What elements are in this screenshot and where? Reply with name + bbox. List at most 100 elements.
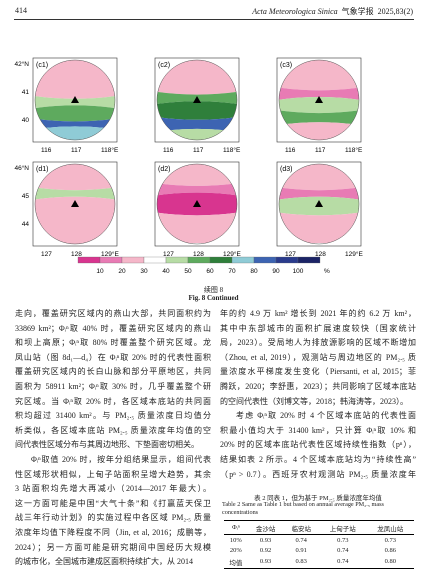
caption-cn: 续图 8 <box>203 286 224 294</box>
panel-label: (d1) <box>36 166 48 173</box>
table-cell: 0.74 <box>337 546 349 554</box>
panel-label: (d3) <box>280 166 292 173</box>
colorbar-label: 10 <box>96 268 104 275</box>
domain-circle <box>34 59 116 141</box>
table-header-cell: 龙凤山站 <box>377 525 404 533</box>
header-rule <box>14 19 414 20</box>
colorbar-segment <box>77 256 101 264</box>
table-cell: 0.93 <box>259 536 272 544</box>
text-line: 其中中东部城市的面积扩展速度较快（国家统计 <box>220 323 416 333</box>
y-tick-label: 41 <box>22 89 30 96</box>
text-line: 析类似，各区域本底站 PM₂.₅ 质量浓度年均值的空 <box>15 425 211 435</box>
text-line: 量浓度水平梯度发生变化（Piersanti, et al, 2015；菲 <box>220 367 416 377</box>
map-region <box>157 128 237 140</box>
table-row: 10% 0.93 0.74 0.73 0.73 <box>224 535 414 546</box>
map-region <box>157 212 237 244</box>
text-line: 3 站面积均先增大再减小（2014—2017 年最大）。 <box>15 484 211 494</box>
text-line: 33869 km²；Φᵢⁿ取 40% 时，覆盖研究区域内的燕山 <box>15 323 211 333</box>
table-row: 20% 0.92 0.91 0.74 0.86 <box>224 545 414 555</box>
text-line: 和坝上高原；Φᵢⁿ取 80% 时覆盖整个研究区域。龙 <box>15 338 211 348</box>
x-tick-label: 118°E <box>223 146 241 154</box>
colorbar-segment <box>165 256 189 264</box>
text-line: 的城市化，全国城市建成区面积持续扩大，从 2014 <box>15 557 193 567</box>
colorbar-label: 20 <box>118 268 126 275</box>
colorbar-label: 70 <box>228 268 236 275</box>
colorbar-label: 50 <box>184 268 192 275</box>
text-line: 考虑 Φᵢⁿ取 20% 时 4 个区域本底站的代表性面 <box>236 411 416 421</box>
y-tick-label: 45 <box>22 193 30 200</box>
table-cell: 0.86 <box>384 546 396 554</box>
x-tick-label: 118°E <box>101 146 119 154</box>
caption-en: Fig. 8 Continued <box>188 294 239 302</box>
domain-circle <box>156 163 238 245</box>
colorbar-segment <box>121 256 145 264</box>
text-line: 2024）；另一方面可能是研究期间中国经历大规模 <box>15 542 211 552</box>
x-tick-label: 127 <box>41 251 52 258</box>
table-cell: 0.74 <box>337 558 349 565</box>
map <box>35 164 115 244</box>
colorbar-label: 100 <box>293 268 304 275</box>
map-region <box>35 196 115 244</box>
map-region <box>35 118 115 130</box>
domain-circle <box>156 59 238 141</box>
colorbar-segment <box>275 256 299 264</box>
table-title-cn: 表 2 同表 1，但为基于 PM₂.₅ 质量浓度年均值 <box>254 495 382 502</box>
map-region <box>35 126 115 140</box>
map <box>157 60 237 140</box>
table-title-en: Table 2 Same as Table 1 but based on ann… <box>222 501 384 516</box>
station-marker <box>315 96 323 103</box>
text-line: 究区域。当 Φᵢⁿ取 20% 时，各区域本底站的共同面 <box>15 396 211 406</box>
x-tick-label: 116 <box>163 147 174 154</box>
x-tick-label: 128 <box>193 251 204 258</box>
map-region <box>279 87 359 100</box>
text-line: 覆盖研究区域内的长白山脉和部分平原地区，共同 <box>15 367 211 377</box>
text-line: 凤山站（图 8d₁—d₄）在 Φᵢⁿ取 20% 时的代表性面积 <box>15 352 211 362</box>
issue: 2025,83(2) <box>377 7 413 16</box>
panel-label: (c2) <box>158 62 170 69</box>
table-header-cell: 金沙站 <box>255 525 276 533</box>
x-tick-label: 118°E <box>345 146 363 154</box>
x-tick-label: 129°E <box>223 250 241 258</box>
domain-circle <box>278 59 360 141</box>
text-line: 积均超过 31400 km²。与 PM₂.₅ 质量浓度日均值分 <box>15 411 211 421</box>
text-line: 腾跃，2020；李舒惠，2023）；共同影响了区域本底站 <box>220 382 416 391</box>
table-cell: 0.73 <box>337 536 349 544</box>
text-line: （Zhou, et al, 2019），观测站与周边地区的 PM₂.₅ 质 <box>220 352 416 362</box>
table-cell: 0.73 <box>384 536 396 544</box>
station-marker <box>193 200 201 207</box>
text-line: 的空间代表性（刘博文等，2018；韩海涛等，2023）。 <box>220 396 408 406</box>
text-line: 间代表性区域分布与其周边地形、下垫面密切相关。 <box>15 440 199 450</box>
x-tick-label: 127 <box>285 251 296 258</box>
table-row: 均值 0.93 0.83 0.74 0.80 <box>224 555 414 569</box>
colorbar-label: 30 <box>140 268 148 275</box>
text-line: 这一方面可能是中国“大气十条”和《打赢蓝天保卫 <box>15 498 211 508</box>
map-region <box>157 183 237 196</box>
colorbar-label: 60 <box>206 268 214 275</box>
x-tick-label: 128 <box>315 251 326 258</box>
text-line: 局，2023）。受局地人为排放源影响的区域不断增加 <box>220 338 416 348</box>
colorbar-segment <box>99 256 123 264</box>
text-line: 面积为 58911 km²；Φᵢⁿ取 30% 时，几乎覆盖整个研 <box>15 382 211 391</box>
text-line: 性区域形状相似，上甸子站面积呈增大趋势，其余 <box>15 469 211 479</box>
x-tick-label: 117 <box>315 147 326 154</box>
x-tick-label: 116 <box>41 147 52 154</box>
y-tick-label: 46°N <box>14 164 29 172</box>
text-line: Φᵢⁿ取值 20% 时，按年分组结果显示，组间代表 <box>31 455 211 464</box>
colorbar-label: 40 <box>162 268 170 275</box>
station-marker <box>193 96 201 103</box>
station-marker <box>71 200 79 207</box>
x-tick-label: 129°E <box>345 250 363 258</box>
map-region <box>35 105 115 122</box>
table: Φᵢⁿ 金沙站 临安站 上甸子站 龙凤山站 10% 0.93 0.74 0.73 0.73 20% 0… <box>224 520 414 569</box>
page-number: 414 <box>15 6 27 15</box>
text-line: 战三年行动计划》的实施过程中各区域 PM₂.₅ 质量 <box>15 513 211 523</box>
domain-circle <box>34 163 116 245</box>
table-cell: 0.74 <box>295 536 307 544</box>
text-line: （pⁿ > 0.7）。西班牙农村观测站 PM₂.₅ 质量浓度年 <box>220 469 416 479</box>
colorbar-segment <box>187 256 211 264</box>
map-region <box>279 187 359 200</box>
x-tick-label: 117 <box>193 147 204 154</box>
table-header-cell: 临安站 <box>291 525 311 533</box>
x-tick-label: 128 <box>71 251 82 258</box>
domain-circle <box>278 163 360 245</box>
